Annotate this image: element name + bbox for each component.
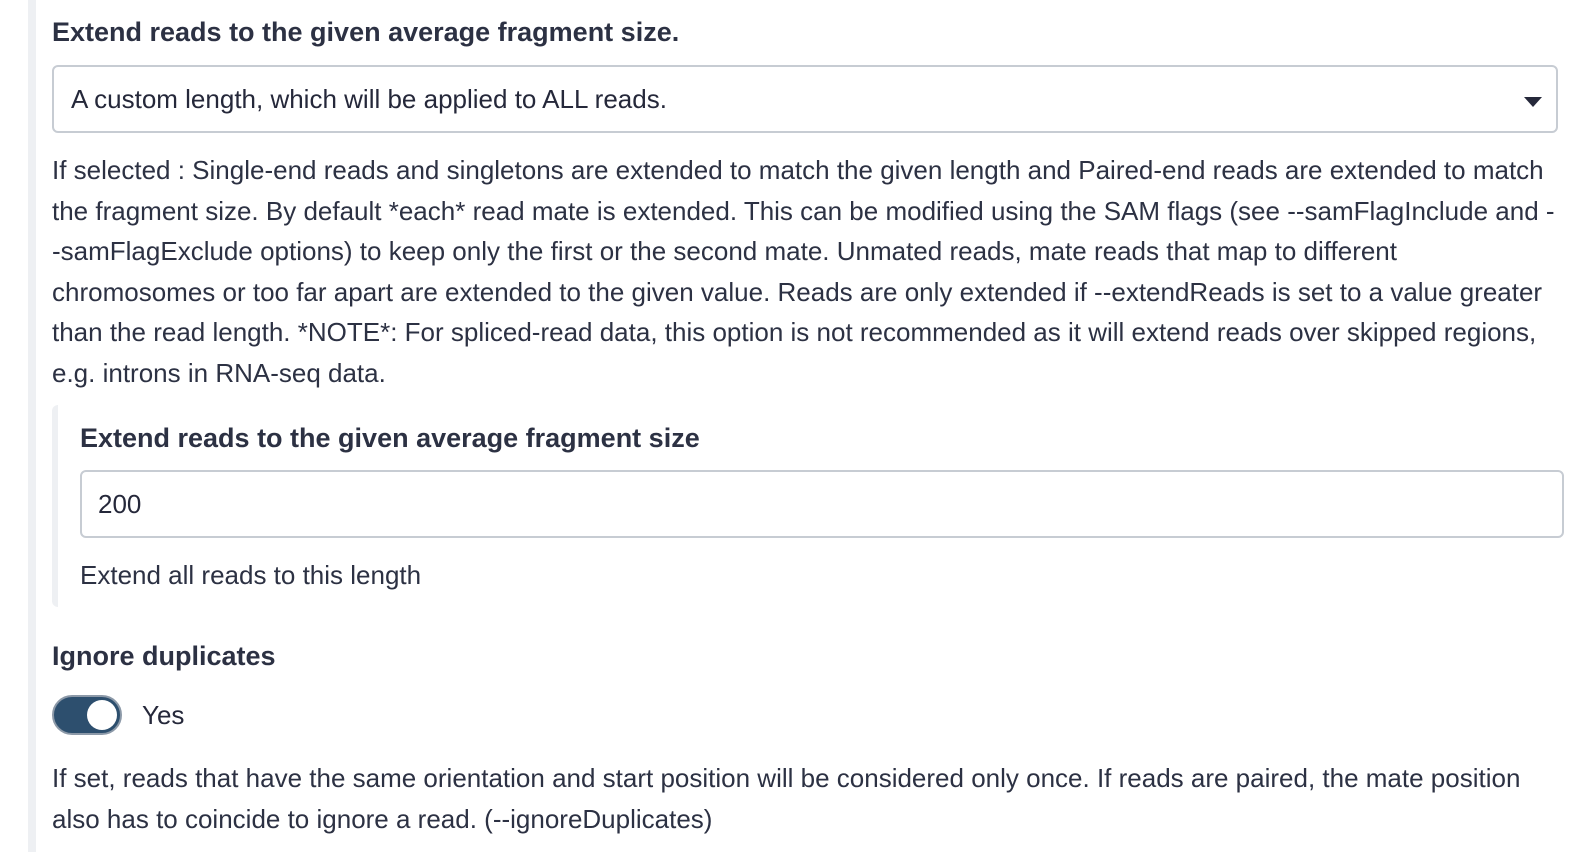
fragment-size-input[interactable]: 200 (80, 470, 1564, 538)
fragment-size-label: Extend reads to the given average fragme… (80, 423, 700, 453)
extend-reads-label: Extend reads to the given average fragme… (52, 17, 680, 47)
fragment-size-help-text: Extend all reads to this length (80, 560, 422, 590)
section-left-rule (28, 0, 36, 852)
chevron-down-icon[interactable] (1524, 97, 1542, 107)
ignore-duplicates-label: Ignore duplicates (52, 641, 276, 671)
fragment-size-subsection: Extend reads to the given average fragme… (52, 405, 1564, 607)
toggle-knob (87, 700, 117, 730)
extend-reads-selected-value: A custom length, which will be applied t… (71, 84, 667, 114)
ignore-duplicates-toggle[interactable] (52, 695, 122, 735)
extend-reads-select[interactable]: A custom length, which will be applied t… (52, 65, 1558, 133)
ignore-duplicates-help-text: If set, reads that have the same orienta… (52, 763, 1521, 834)
extend-reads-help-text: If selected : Single-end reads and singl… (52, 155, 1555, 388)
ignore-duplicates-toggle-label: Yes (142, 699, 185, 730)
ignore-duplicates-toggle-row: Yes (52, 695, 184, 735)
fragment-size-input-value: 200 (98, 489, 142, 519)
